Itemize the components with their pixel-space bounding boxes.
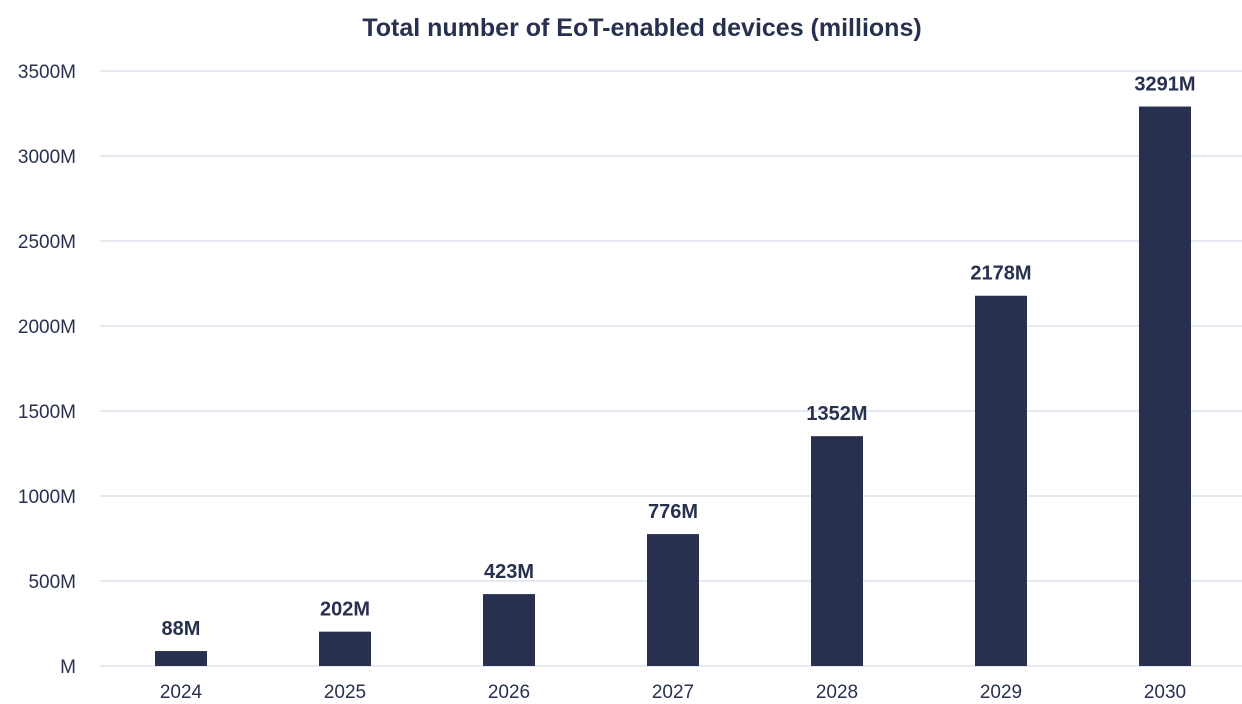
x-tick-label: 2026 [488, 682, 530, 703]
bar-2030 [1139, 106, 1191, 666]
bar-2027 [647, 534, 699, 666]
y-tick-label: 1500M [18, 402, 76, 423]
data-label-2025: 202M [320, 599, 370, 621]
y-tick-label: 3500M [18, 62, 76, 83]
y-tick-label: 3000M [18, 147, 76, 168]
bar-2028 [811, 436, 863, 666]
data-label-2029: 2178M [970, 263, 1031, 285]
gridlines [100, 70, 1242, 667]
y-tick-label: 2000M [18, 317, 76, 338]
data-label-2024: 88M [162, 618, 201, 640]
chart-title: Total number of EoT-enabled devices (mil… [362, 14, 921, 42]
x-tick-label: 2029 [980, 682, 1022, 703]
data-labels: 88M 202M 423M 776M 1352M 2178M 3291M [162, 74, 1196, 641]
y-tick-label: 500M [28, 572, 76, 593]
x-tick-label: 2025 [324, 682, 366, 703]
data-label-2026: 423M [484, 561, 534, 583]
y-tick-label: 2500M [18, 232, 76, 253]
bar-2026 [483, 594, 535, 666]
y-tick-label: M [60, 657, 76, 678]
bar-2024 [155, 651, 207, 666]
data-label-2030: 3291M [1134, 74, 1195, 96]
bar-2025 [319, 631, 371, 666]
data-label-2028: 1352M [806, 403, 867, 425]
bar-2029 [975, 295, 1027, 666]
x-tick-label: 2027 [652, 682, 694, 703]
y-axis-ticks: M 500M 1000M 1500M 2000M 2500M 3000M 3500M [18, 62, 76, 678]
x-tick-label: 2024 [160, 682, 203, 703]
bars [155, 106, 1191, 666]
x-tick-label: 2028 [816, 682, 858, 703]
x-tick-label: 2030 [1144, 682, 1186, 703]
y-tick-label: 1000M [18, 487, 76, 508]
data-label-2027: 776M [648, 501, 698, 523]
x-axis-ticks: 2024 2025 2026 2027 2028 2029 2030 [160, 682, 1186, 703]
